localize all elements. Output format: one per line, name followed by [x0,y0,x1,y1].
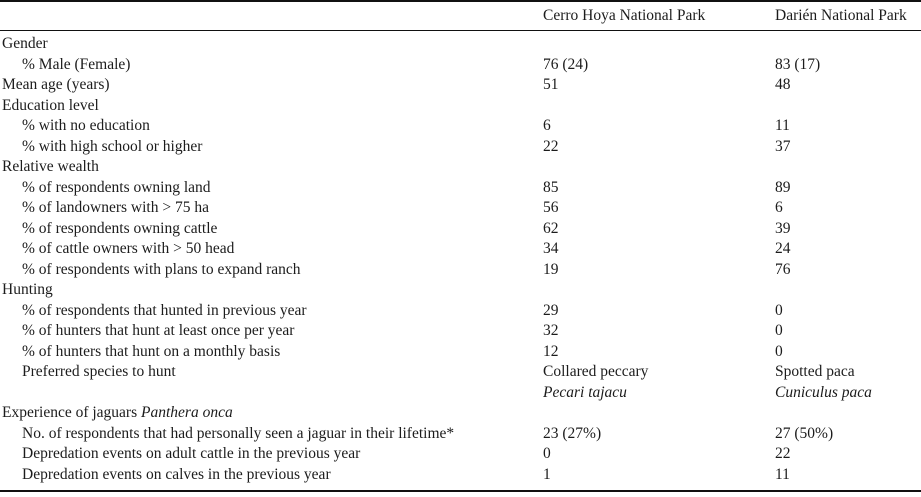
value-cerro-hoya: Pecari tajacu [543,383,627,401]
table-body: Gender % Male (Female) 76 (24) 83 (17) M… [0,31,921,490]
table-row-high-school: % with high school or higher 22 37 [0,137,921,158]
value-darien: 11 [775,117,790,134]
value-darien: Cuniculus paca [775,383,872,401]
value-darien [775,280,921,301]
value-cerro-hoya: 34 [543,240,559,257]
value-cerro-hoya: 76 (24) [543,55,589,73]
value-darien: 0 [775,342,783,360]
value-cerro-hoya: 1 [543,465,551,483]
row-label: Mean age (years) [2,76,110,93]
row-label: % of hunters that hunt at least once per… [22,322,295,339]
value-cerro-hoya: 22 [543,137,559,155]
value-cerro-hoya [543,96,775,117]
row-label: Gender [2,35,48,52]
value-darien: 6 [775,199,783,216]
value-cerro-hoya: 62 [543,219,559,237]
row-label: Relative wealth [2,158,99,175]
value-darien: 83 (17) [775,55,821,73]
value-cerro-hoya [543,34,775,55]
value-darien [775,34,921,55]
table-row-owning-land: % of respondents owning land 85 89 [0,178,921,199]
row-label: % of cattle owners with > 50 head [22,240,235,257]
value-cerro-hoya: 19 [543,260,559,278]
value-cerro-hoya: 32 [543,322,559,339]
value-darien: 89 [775,178,791,196]
value-darien: 37 [775,137,791,155]
table-row-landowners-75ha: % of landowners with > 75 ha 56 6 [0,198,921,219]
value-cerro-hoya: 29 [543,301,559,319]
table-row-cattle-50head: % of cattle owners with > 50 head 34 24 [0,239,921,260]
row-label: Hunting [2,281,53,298]
value-cerro-hoya: 51 [543,76,559,93]
row-label: Depredation events on calves in the prev… [22,465,331,483]
value-darien: Spotted paca [775,363,855,380]
row-label: No. of respondents that had personally s… [22,424,455,442]
row-label: Preferred species to hunt [22,363,176,380]
value-cerro-hoya [543,403,775,424]
table-row-species-latin-names: Pecari tajacu Cuniculus paca [0,383,921,404]
species-latin-name: Panthera onca [141,404,233,421]
row-label: % of landowners with > 75 ha [22,199,209,216]
table-row-owning-cattle: % of respondents owning cattle 62 39 [0,219,921,240]
header-darien: Darién National Park [775,7,907,24]
value-cerro-hoya: 23 (27%) [543,424,602,442]
value-darien: 27 (50%) [775,424,834,442]
value-cerro-hoya [543,157,775,178]
value-darien: 24 [775,240,791,257]
value-darien [775,96,921,117]
row-label: % of respondents owning land [22,178,211,196]
row-label [0,383,543,404]
row-label: % Male (Female) [22,55,131,73]
value-cerro-hoya: 6 [543,117,551,134]
row-label: Experience of jaguars Panthera onca [2,404,233,421]
row-label: % of respondents with plans to expand ra… [22,260,301,278]
row-label: Education level [2,96,99,114]
value-cerro-hoya: 12 [543,342,559,360]
table-row-depredation-adult-cattle: Depredation events on adult cattle in th… [0,444,921,465]
row-label: % of respondents owning cattle [22,219,218,237]
table-row-preferred-species: Preferred species to hunt Collared pecca… [0,362,921,383]
table-row-hunting-section: Hunting [0,280,921,301]
row-label: Depredation events on adult cattle in th… [22,445,361,462]
table-row-depredation-calves: Depredation events on calves in the prev… [0,465,921,486]
table-row-gender-section: Gender [0,34,921,55]
value-darien: 11 [775,465,790,483]
row-label: % of hunters that hunt on a monthly basi… [22,342,281,360]
table-row-no-education: % with no education 6 11 [0,116,921,137]
value-cerro-hoya: Collared peccary [543,363,649,380]
row-label: % with no education [22,117,150,134]
value-cerro-hoya [543,280,775,301]
value-darien [775,403,921,424]
row-label: % with high school or higher [22,137,203,155]
table-header-row: Cerro Hoya National Park Darién National… [0,2,921,31]
value-darien [775,157,921,178]
value-darien: 76 [775,260,791,278]
table-row-male-female: % Male (Female) 76 (24) 83 (17) [0,55,921,76]
table-row-wealth-section: Relative wealth [0,157,921,178]
table-row-expand-ranch: % of respondents with plans to expand ra… [0,260,921,281]
value-cerro-hoya: 85 [543,178,559,196]
table-row-education-section: Education level [0,96,921,117]
table-row-seen-jaguar: No. of respondents that had personally s… [0,424,921,445]
value-darien: 0 [775,322,783,339]
value-darien: 39 [775,219,791,237]
value-cerro-hoya: 56 [543,199,559,216]
row-label: % of respondents that hunted in previous… [22,301,307,319]
table-row-jaguar-section: Experience of jaguars Panthera onca [0,403,921,424]
value-darien: 22 [775,445,791,462]
table-row-hunt-once-per-year: % of hunters that hunt at least once per… [0,321,921,342]
value-darien: 48 [775,76,791,93]
value-darien: 0 [775,301,783,319]
table-row-hunt-monthly: % of hunters that hunt on a monthly basi… [0,342,921,363]
value-cerro-hoya: 0 [543,445,551,462]
table-row-hunted-previous-year: % of respondents that hunted in previous… [0,301,921,322]
table-row-mean-age: Mean age (years) 51 48 [0,75,921,96]
header-cerro-hoya: Cerro Hoya National Park [543,7,706,24]
